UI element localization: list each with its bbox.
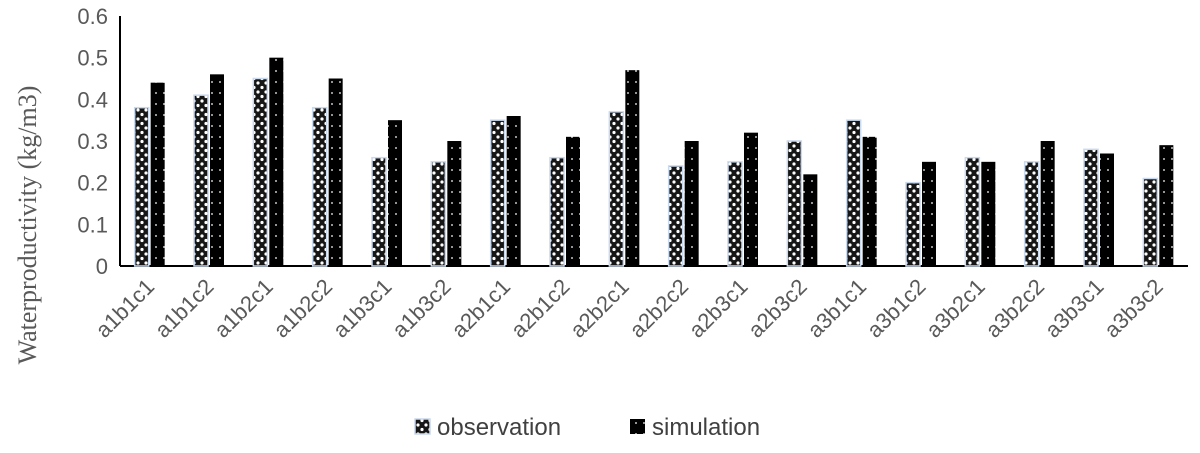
bar-observation-a1b3c2 [430, 161, 447, 267]
bar-simulation-a3b2c2 [1040, 141, 1055, 266]
y-tick-label: 0.3 [77, 129, 108, 154]
legend-swatch-simulation [630, 419, 645, 434]
y-tick-label: 0.4 [77, 87, 108, 112]
bar-observation-a1b1c2 [193, 94, 209, 267]
x-tick-label: a1b3c1 [328, 274, 397, 343]
x-tick-label: a1b2c1 [209, 274, 278, 343]
x-tick-label: a3b2c1 [921, 274, 990, 343]
legend-swatch-observation [414, 418, 431, 435]
bar-simulation-a3b1c1 [862, 136, 877, 266]
y-tick-label: 0.6 [77, 4, 108, 29]
bar-simulation-a3b1c2 [922, 161, 936, 266]
bar-observation-a2b1c1 [489, 119, 506, 267]
bar-observation-a1b3c1 [371, 156, 387, 267]
legend-label-simulation: simulation [652, 414, 760, 441]
bar-observation-a2b2c1 [608, 111, 625, 267]
bar-simulation-a3b3c2 [1159, 145, 1174, 266]
x-axis: a1b1c1a1b1c2a1b2c1a1b2c2a1b3c1a1b3c2a2b1… [90, 265, 1188, 343]
bar-simulation-a2b3c1 [744, 132, 758, 266]
bar-observation-a2b1c2 [549, 156, 565, 267]
x-tick-label: a1b1c1 [90, 274, 159, 343]
y-tick-label: 0.1 [77, 212, 108, 237]
bar-simulation-a2b1c2 [566, 136, 580, 266]
bar-observation-a1b1c1 [133, 106, 150, 267]
bars [133, 57, 1174, 267]
bar-observation-a2b3c2 [786, 140, 803, 267]
bar-observation-a3b2c2 [1023, 161, 1040, 267]
x-tick-label: a2b1c1 [446, 274, 515, 343]
y-tick-label: 0 [96, 254, 108, 279]
bar-observation-a3b1c1 [845, 119, 862, 267]
x-tick-label: a2b2c1 [565, 274, 634, 343]
bar-simulation-a1b3c1 [388, 120, 402, 267]
bar-simulation-a1b1c2 [210, 74, 224, 266]
legend: observation simulation [414, 414, 760, 441]
y-axis: 0 0.1 0.2 0.3 0.4 0.5 0.6 [77, 4, 121, 279]
x-tick-label: a1b1c2 [150, 274, 219, 343]
bar-observation-a1b2c1 [252, 77, 269, 267]
bar-observation-a3b3c1 [1083, 148, 1099, 267]
bar-simulation-a3b3c1 [1100, 153, 1114, 266]
bar-simulation-a1b1c1 [150, 82, 165, 267]
bar-observation-a2b3c1 [727, 161, 743, 267]
bar-simulation-a3b2c1 [981, 161, 996, 266]
legend-label-observation: observation [437, 414, 561, 441]
x-tick-label: a1b2c2 [268, 274, 337, 343]
bar-simulation-a2b2c2 [684, 141, 699, 266]
bar-simulation-a2b3c2 [803, 174, 818, 266]
bar-observation-a1b2c2 [311, 106, 328, 267]
x-tick-label: a3b1c2 [862, 274, 931, 343]
x-tick-label: a3b2c2 [980, 274, 1049, 343]
bar-simulation-a1b3c2 [447, 141, 462, 266]
bar-simulation-a2b2c1 [625, 70, 640, 267]
bar-observation-a3b2c1 [964, 156, 981, 267]
x-tick-label: a2b3c1 [684, 274, 753, 343]
bar-simulation-a1b2c1 [269, 57, 284, 266]
bar-simulation-a1b2c2 [328, 78, 343, 266]
x-tick-label: a1b3c2 [387, 274, 456, 343]
y-tick-label: 0.5 [77, 46, 108, 71]
bar-observation-a3b1c2 [905, 181, 921, 267]
bar-observation-a2b2c2 [667, 165, 684, 267]
x-tick-label: a3b3c1 [1040, 274, 1109, 343]
bar-observation-a3b3c2 [1142, 177, 1159, 267]
y-axis-label: Waterproductivity (kg/m3) [13, 86, 42, 365]
x-tick-label: a2b2c2 [624, 274, 693, 343]
x-tick-label: a2b1c2 [506, 274, 575, 343]
x-tick-label: a3b1c1 [802, 274, 871, 343]
x-tick-label: a2b3c2 [743, 274, 812, 343]
x-tick-label: a3b3c2 [1099, 274, 1168, 343]
bar-simulation-a2b1c1 [506, 116, 521, 266]
y-tick-label: 0.2 [77, 171, 108, 196]
